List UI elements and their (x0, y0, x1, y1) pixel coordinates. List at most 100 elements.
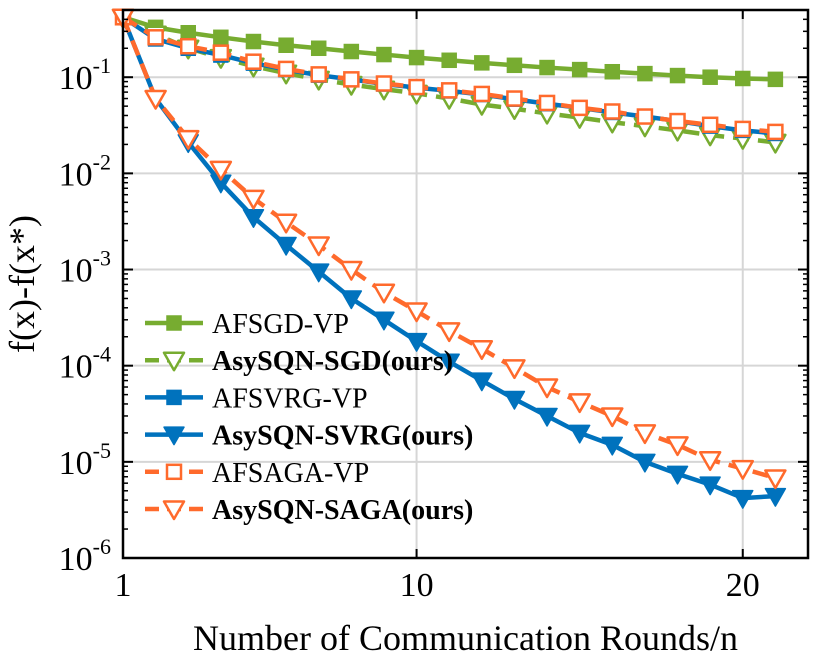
data-point (767, 123, 784, 141)
data-point (669, 67, 686, 84)
legend-label: AFSAGA-VP (212, 458, 369, 489)
data-point (604, 63, 621, 80)
data-point (536, 407, 558, 427)
data-point (212, 44, 230, 61)
legend: AFSGD-VP AsySQN-SGD(ours) AFSVRG-VP AsySQN-… (145, 309, 473, 526)
data-point (275, 236, 297, 256)
data-point (568, 424, 591, 444)
data-point (213, 29, 229, 46)
data-point (474, 55, 490, 71)
data-point (568, 393, 591, 414)
data-point (636, 108, 654, 125)
y-tick-label: 10-5 (59, 438, 111, 482)
data-point (307, 236, 330, 257)
axis-ticks: 1 10 20 10-1 10-2 10-3 10-4 10-5 10-6 (59, 9, 808, 604)
data-point (539, 59, 555, 76)
data-point (698, 451, 722, 472)
legend-label: AsySQN-SVRG(ours) (212, 421, 473, 452)
legend-label: AsySQN-SGD(ours) (212, 346, 453, 377)
y-tick-label: 10-1 (59, 53, 111, 97)
x-tick-label: 10 (400, 567, 434, 604)
data-point (764, 469, 787, 490)
legend-marker (165, 463, 183, 481)
data-point (503, 359, 526, 380)
data-point (571, 61, 588, 78)
data-point (242, 189, 265, 210)
data-point (669, 112, 686, 130)
data-point (340, 260, 363, 281)
data-point (310, 40, 327, 57)
legend-label: AFSVRG-VP (212, 383, 368, 414)
legend-item: AFSAGA-VP (145, 458, 369, 489)
data-point (506, 90, 523, 107)
data-point (277, 60, 295, 78)
data-point (666, 465, 689, 485)
data-point (735, 70, 751, 87)
data-point (470, 340, 494, 361)
data-point (701, 116, 719, 134)
data-point (734, 120, 752, 138)
data-point (144, 89, 167, 110)
data-point (278, 37, 294, 53)
data-point (634, 453, 656, 473)
legend-item: AFSGD-VP (145, 309, 349, 340)
legend-item: AsySQN-SVRG(ours) (145, 421, 473, 452)
data-point (441, 52, 457, 69)
data-point (473, 85, 491, 103)
data-point (340, 290, 363, 310)
data-point (571, 99, 588, 117)
legend-label: AFSGD-VP (212, 309, 349, 340)
data-point (767, 71, 784, 88)
data-point (538, 94, 556, 112)
data-point (408, 78, 425, 96)
legend-marker (162, 500, 186, 521)
data-point (375, 75, 393, 92)
legend-marker (166, 389, 182, 406)
data-point (503, 390, 526, 410)
y-tick-label: 10-6 (59, 534, 111, 578)
data-point (604, 103, 621, 120)
data-point (637, 65, 653, 82)
data-point (405, 302, 428, 323)
data-point (601, 436, 624, 456)
series-afsaga-vp (114, 9, 784, 141)
data-point (535, 378, 559, 399)
series-asysqn-saga-ours (111, 8, 787, 490)
data-point (731, 459, 755, 480)
data-point (506, 57, 523, 74)
data-point (180, 24, 196, 41)
legend-marker (166, 315, 182, 331)
data-point (179, 37, 197, 55)
data-point (343, 43, 360, 60)
data-point (245, 53, 262, 70)
data-point (372, 283, 396, 304)
data-point (438, 353, 460, 373)
legend-marker (162, 351, 186, 372)
data-point (702, 69, 718, 85)
grid-lines (123, 10, 808, 558)
x-axis-label: Number of Communication Rounds/n (193, 618, 738, 658)
data-point (373, 311, 395, 331)
data-point (245, 33, 262, 50)
legend-label: AsySQN-SAGA(ours) (212, 495, 473, 526)
data-point (699, 476, 721, 496)
data-point (666, 436, 689, 457)
data-point (633, 424, 657, 445)
y-tick-label: 10-3 (59, 246, 111, 290)
data-point (376, 46, 392, 63)
data-point (310, 66, 327, 83)
data-point (405, 332, 428, 352)
x-tick-label: 1 (115, 567, 132, 604)
data-point (343, 71, 360, 88)
data-point (242, 208, 265, 228)
data-point (147, 29, 164, 46)
data-point (307, 263, 330, 283)
legend-item: AsySQN-SAGA(ours) (145, 495, 473, 526)
data-point (274, 213, 298, 234)
series-asysqn-svrg-ours (112, 9, 787, 509)
data-point (440, 82, 458, 99)
legend-marker (163, 426, 185, 446)
data-point (732, 489, 754, 509)
data-point (408, 49, 425, 66)
